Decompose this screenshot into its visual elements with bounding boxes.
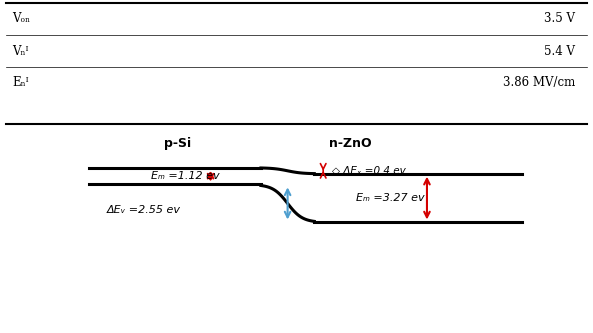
Text: ◇ ΔEₓ =0.4 ev: ◇ ΔEₓ =0.4 ev bbox=[332, 166, 406, 176]
Text: 5.4 V: 5.4 V bbox=[544, 45, 575, 58]
Text: Vₙᴵ: Vₙᴵ bbox=[12, 45, 28, 58]
Text: n-ZnO: n-ZnO bbox=[329, 137, 371, 150]
Text: Eₘ =1.12 ev: Eₘ =1.12 ev bbox=[151, 171, 220, 181]
Text: Eₘ =3.27 ev: Eₘ =3.27 ev bbox=[356, 193, 425, 203]
Text: 3.5 V: 3.5 V bbox=[544, 12, 575, 26]
Text: p-Si: p-Si bbox=[164, 137, 192, 150]
Text: 3.86 MV/cm: 3.86 MV/cm bbox=[503, 76, 575, 89]
Text: Vₒₙ: Vₒₙ bbox=[12, 12, 30, 26]
Text: Eₙᴵ: Eₙᴵ bbox=[12, 76, 28, 89]
Text: ΔEᵥ =2.55 ev: ΔEᵥ =2.55 ev bbox=[107, 204, 181, 215]
